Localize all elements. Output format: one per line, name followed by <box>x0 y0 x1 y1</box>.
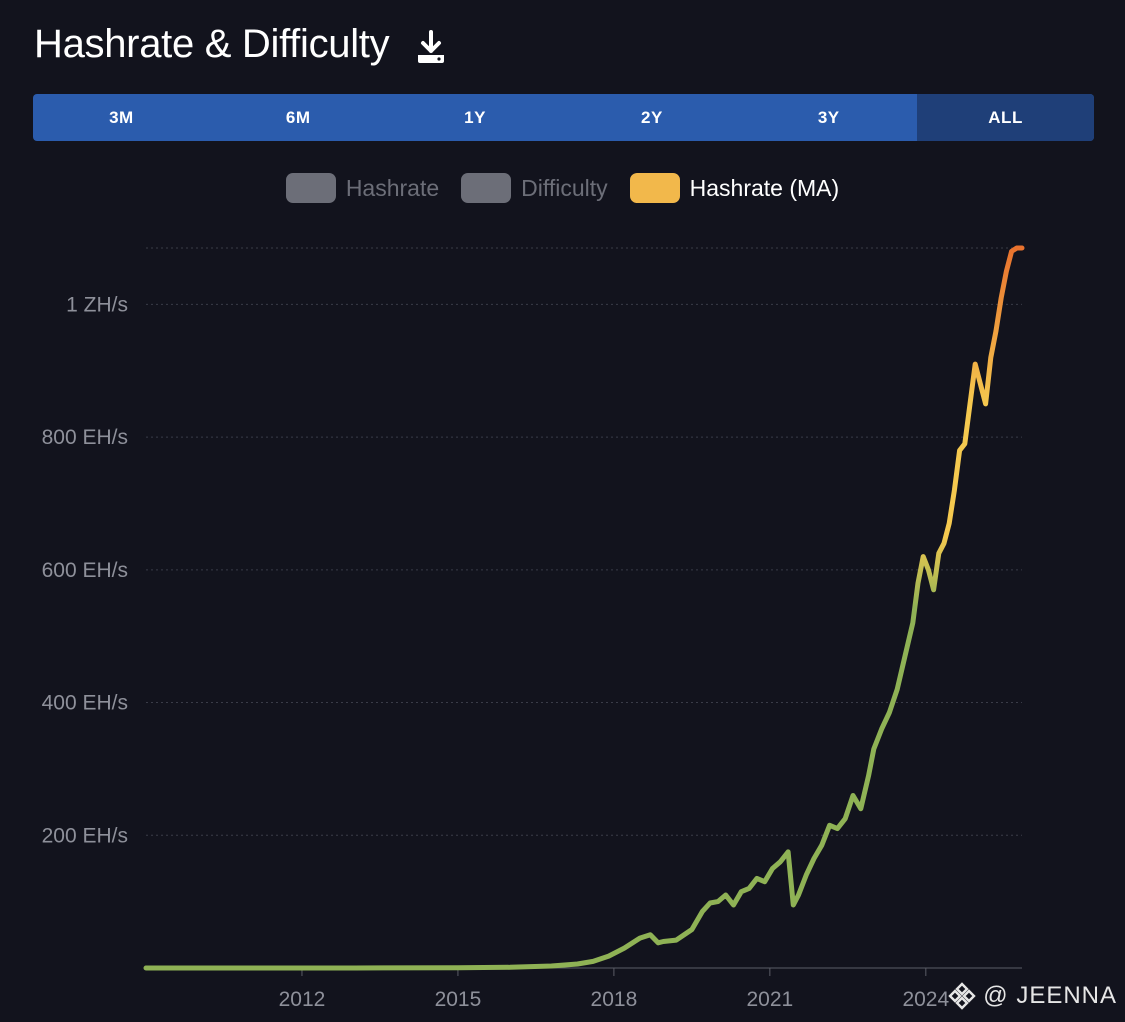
range-button-1y[interactable]: 1Y <box>464 107 486 127</box>
legend-label-hashrate-ma: Hashrate (MA) <box>689 174 840 201</box>
legend-item-hashrate[interactable]: Hashrate <box>285 173 440 203</box>
legend-label-difficulty: Difficulty <box>521 174 608 201</box>
range-button-all[interactable]: ALL <box>917 94 1094 141</box>
legend-item-difficulty[interactable]: Difficulty <box>461 173 608 203</box>
x-tick-label: 2018 <box>591 988 638 1011</box>
x-tick-label: 2015 <box>435 988 482 1011</box>
chart-legend: Hashrate Difficulty Hashrate (MA) <box>0 173 1125 203</box>
legend-item-hashrate-ma[interactable]: Hashrate (MA) <box>629 173 840 203</box>
y-tick-label: 400 EH/s <box>42 692 128 715</box>
range-button-2y[interactable]: 2Y <box>641 107 663 127</box>
legend-swatch-difficulty <box>461 173 512 203</box>
series-line-hashrate-ma <box>143 245 1025 971</box>
range-button-3m[interactable]: 3M <box>109 107 134 127</box>
legend-label-hashrate: Hashrate <box>345 174 440 201</box>
x-tick-label: 2012 <box>279 988 326 1011</box>
watermark: @ JEENNA <box>947 981 1117 1011</box>
legend-swatch-hashrate-ma <box>629 173 680 203</box>
page-title: Hashrate & Difficulty <box>34 22 390 66</box>
title-row: Hashrate & Difficulty <box>34 22 451 67</box>
y-tick-label: 200 EH/s <box>42 824 128 847</box>
legend-swatch-hashrate <box>285 173 336 203</box>
x-tick-label: 2024 <box>902 988 949 1011</box>
y-tick-label: 600 EH/s <box>42 559 128 582</box>
range-button-3y[interactable]: 3Y <box>817 107 840 127</box>
download-icon[interactable] <box>411 27 451 67</box>
y-tick-label: 1 ZH/s <box>66 293 128 316</box>
binance-logo-icon <box>948 982 976 1010</box>
x-tick-label: 2021 <box>746 988 793 1011</box>
range-button-6m[interactable]: 6M <box>285 107 311 127</box>
watermark-text: @ JEENNA <box>983 982 1117 1009</box>
y-tick-label: 800 EH/s <box>42 426 128 449</box>
time-range-selector: 3M 6M 1Y 2Y 3Y ALL <box>33 94 1094 141</box>
